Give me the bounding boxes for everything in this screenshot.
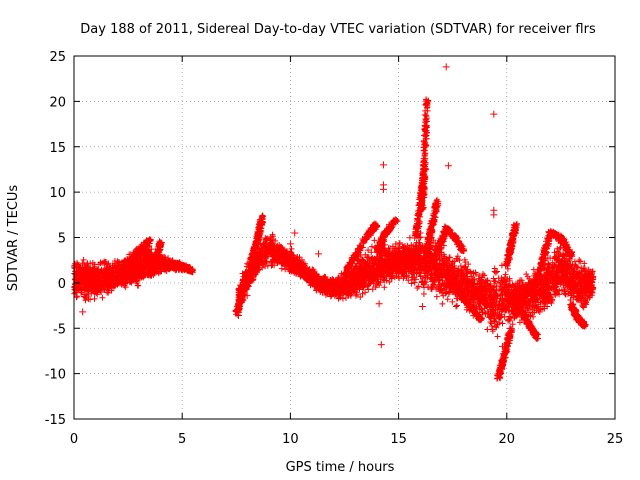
data-point bbox=[135, 282, 142, 289]
data-point bbox=[73, 294, 80, 301]
data-point bbox=[484, 326, 491, 333]
data-point bbox=[80, 256, 87, 263]
data-points bbox=[71, 63, 597, 382]
data-point bbox=[420, 291, 427, 298]
data-point bbox=[408, 280, 415, 287]
data-point bbox=[499, 320, 506, 327]
data-point bbox=[494, 333, 501, 340]
grid-lines bbox=[74, 56, 615, 419]
data-point bbox=[99, 294, 106, 301]
data-point bbox=[444, 296, 451, 303]
data-point bbox=[492, 269, 499, 276]
data-point bbox=[446, 254, 453, 261]
data-point bbox=[453, 303, 460, 310]
data-point bbox=[414, 284, 421, 291]
data-point bbox=[523, 271, 530, 278]
data-point bbox=[381, 284, 388, 291]
data-point bbox=[84, 260, 91, 267]
data-point bbox=[453, 302, 460, 309]
data-point bbox=[101, 286, 108, 293]
data-point bbox=[73, 259, 80, 266]
data-point bbox=[439, 300, 446, 307]
data-point bbox=[433, 293, 440, 300]
chart-title: Day 188 of 2011, Sidereal Day-to-day VTE… bbox=[80, 22, 596, 37]
data-point bbox=[91, 295, 98, 302]
